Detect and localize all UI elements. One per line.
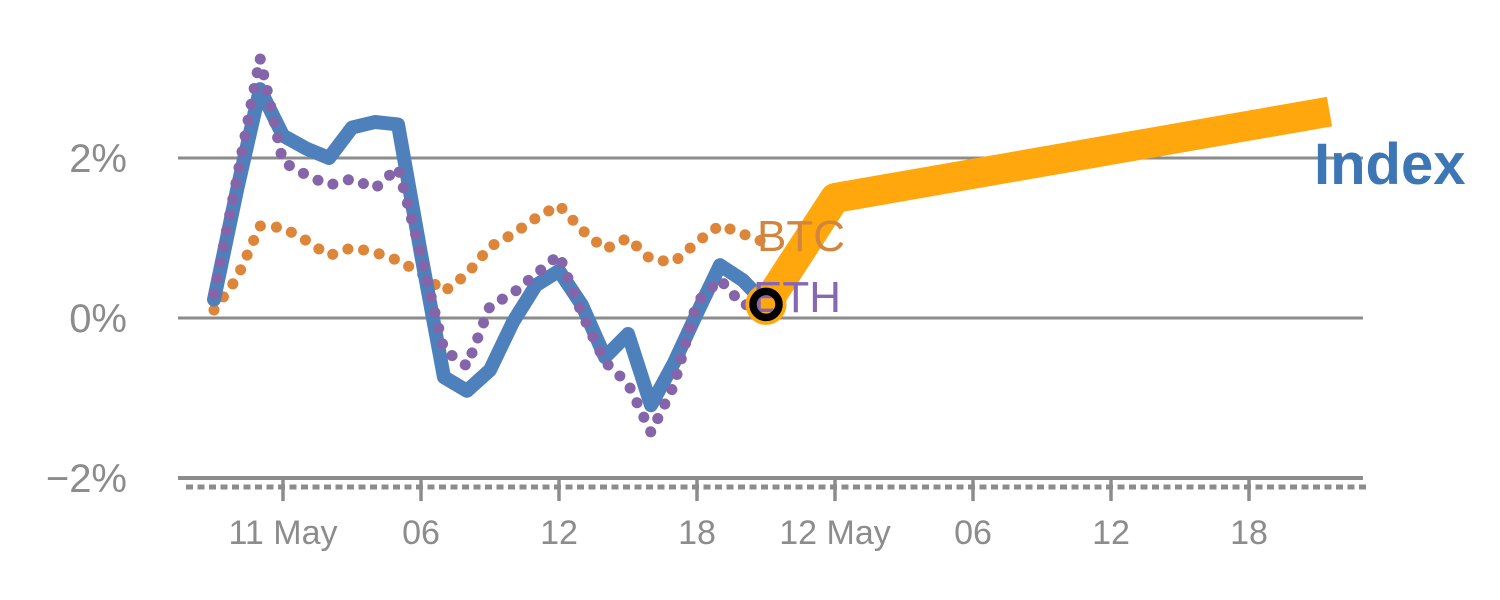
x-tick-label: 11 May bbox=[229, 514, 338, 552]
y-tick-label: 2% bbox=[69, 137, 127, 181]
x-tick-label: 06 bbox=[402, 514, 440, 552]
eth-line bbox=[208, 52, 772, 438]
y-tick-label: −2% bbox=[46, 457, 127, 501]
x-tick-label: 18 bbox=[678, 514, 716, 552]
x-tick-label: 12 May bbox=[779, 514, 891, 552]
index-line bbox=[207, 82, 773, 413]
y-tick-label: 0% bbox=[69, 297, 127, 341]
btc-line bbox=[208, 199, 772, 316]
forecast-start-marker bbox=[749, 287, 783, 322]
series-lines bbox=[207, 52, 773, 438]
open-circle-icon bbox=[749, 287, 783, 322]
x-axis: 11 May 06 12 18 12 May 06 12 18 bbox=[186, 479, 1367, 552]
x-tick-label: 06 bbox=[954, 514, 992, 552]
btc-series-label: BTC bbox=[757, 212, 845, 261]
x-tick-label: 12 bbox=[540, 514, 578, 552]
index-series-label: Index bbox=[1314, 132, 1466, 197]
x-tick-label: 12 bbox=[1092, 514, 1130, 552]
index-forecast-line bbox=[753, 96, 1333, 313]
x-tick-label: 18 bbox=[1230, 514, 1268, 552]
